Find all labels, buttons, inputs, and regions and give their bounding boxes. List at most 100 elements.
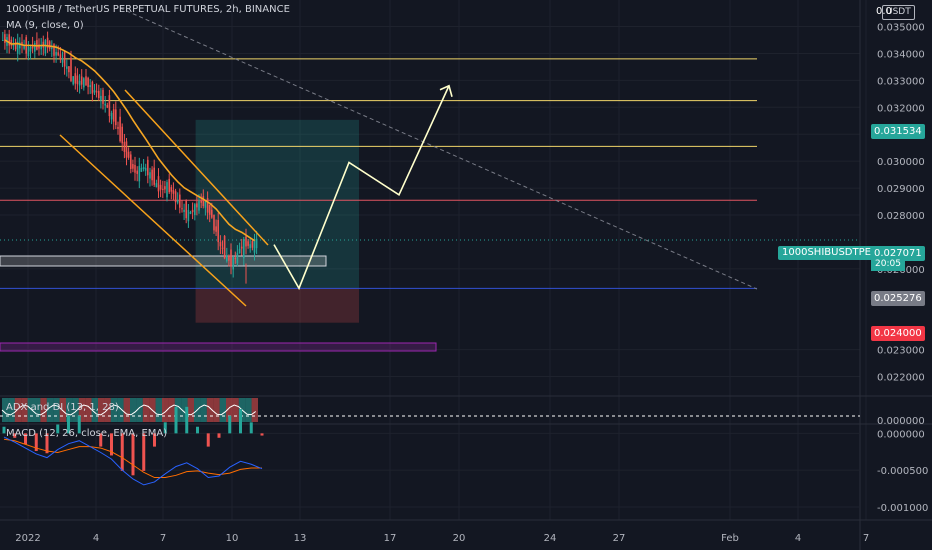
macd-histogram-bar <box>34 433 38 452</box>
adx-background-bar <box>66 398 73 422</box>
x-tick-label: 13 <box>294 533 307 544</box>
candle-body <box>159 184 162 190</box>
candle-body <box>151 169 153 181</box>
candle-body <box>93 90 96 93</box>
projection-arrow-head <box>439 84 453 97</box>
adx-background-bar <box>34 398 41 422</box>
candle-body <box>48 41 51 49</box>
candle-body <box>78 80 81 86</box>
adx-background-bar <box>2 398 9 422</box>
y-tick-label: 0.033000 <box>877 76 925 87</box>
candle-body <box>172 190 175 194</box>
x-tick-label: 20 <box>453 533 466 544</box>
candle-body <box>170 187 173 192</box>
candle-body <box>223 236 226 259</box>
y-tick-label: 0.035000 <box>877 23 925 34</box>
chart-title[interactable]: 1000SHIB / TetherUS PERPETUAL FUTURES, 2… <box>6 4 290 15</box>
adx-background-bar <box>136 398 143 422</box>
candle-body <box>74 73 77 84</box>
candle-body <box>138 165 141 182</box>
adx-y-tick-label: 0.000000 <box>877 416 925 427</box>
macd-histogram-bar <box>239 409 242 434</box>
candle-body <box>119 116 121 142</box>
candle-body <box>115 109 117 126</box>
adx-legend[interactable]: ADX and DI (13, 1, 28) <box>6 402 119 413</box>
candle-body <box>219 242 222 247</box>
adx-line <box>1 404 256 416</box>
candle-body <box>102 90 104 104</box>
adx-background-bar <box>168 398 175 422</box>
candle-body <box>213 214 215 231</box>
x-tick-label: 4 <box>93 533 99 544</box>
candle-body <box>249 244 251 249</box>
candle-body <box>2 40 4 41</box>
candle-body <box>31 44 34 49</box>
candle-body <box>125 141 128 158</box>
adx-background-bar <box>213 398 220 422</box>
candle-body <box>8 34 10 46</box>
candle-body <box>253 239 256 253</box>
candle-body <box>217 220 219 243</box>
y-tick-label: 0.029000 <box>877 184 925 195</box>
candle-body <box>16 41 19 54</box>
candle-body <box>226 255 228 262</box>
macd-histogram-bar <box>99 433 103 447</box>
currency-button[interactable]: USDT <box>882 5 915 20</box>
candle-body <box>100 95 102 101</box>
candle-body <box>34 43 36 52</box>
candle-body <box>153 167 155 185</box>
candle-body <box>208 204 211 215</box>
macd-legend[interactable]: MACD (12, 26, close, EMA, EMA) <box>6 428 168 439</box>
candle-body <box>91 81 94 94</box>
candle-body <box>162 188 164 190</box>
macd-histogram-bar <box>13 433 17 438</box>
candle-body <box>247 241 249 246</box>
candle-body <box>166 182 168 198</box>
macd-histogram-bar <box>24 433 27 445</box>
x-tick-label: 2022 <box>15 533 40 544</box>
adx-background-bar <box>46 398 54 422</box>
macd-histogram-bar <box>174 406 178 434</box>
candle-body <box>168 178 170 193</box>
y-tick-label: 0.032000 <box>877 103 925 114</box>
y-tick-label: 0.030000 <box>877 157 925 168</box>
candle-body <box>87 77 89 88</box>
macd-y-tick-label: -0.001000 <box>877 503 928 514</box>
x-tick-label: 24 <box>544 533 557 544</box>
x-tick-label: 10 <box>226 533 239 544</box>
ma-legend[interactable]: MA (9, close, 0) <box>6 20 84 31</box>
macd-signal-line <box>3 438 262 479</box>
adx-background-bar <box>123 398 130 422</box>
candle-body <box>174 191 177 203</box>
adx-background-bar <box>53 398 60 422</box>
candle-body <box>21 42 23 46</box>
macd-histogram-bar <box>45 433 49 454</box>
candle-body <box>85 76 87 86</box>
candle-body <box>23 45 25 49</box>
candle-body <box>61 58 64 63</box>
adx-background-bar <box>27 398 34 422</box>
x-tick-label: 7 <box>160 533 166 544</box>
x-tick-label: 7 <box>863 533 869 544</box>
candle-body <box>181 208 183 210</box>
candle-body <box>149 172 151 179</box>
symbol-tag: 1000SHIBUSDTPERP <box>778 246 888 260</box>
candle-body <box>44 40 47 54</box>
channel-lower-line <box>59 134 247 307</box>
candle-body <box>183 209 185 212</box>
candle-body <box>194 204 196 215</box>
adx-background-bar <box>78 398 86 422</box>
adx-background-bar <box>8 398 15 422</box>
candle-body <box>243 239 245 259</box>
candle-body <box>134 164 136 173</box>
candle-body <box>27 46 30 57</box>
adx-background-bar <box>187 398 194 422</box>
candle-body <box>211 209 213 218</box>
candle-body <box>98 90 100 99</box>
adx-background-bar <box>142 398 150 422</box>
candle-body <box>198 201 200 211</box>
macd-histogram-bar <box>110 433 113 456</box>
candle-body <box>136 170 138 174</box>
